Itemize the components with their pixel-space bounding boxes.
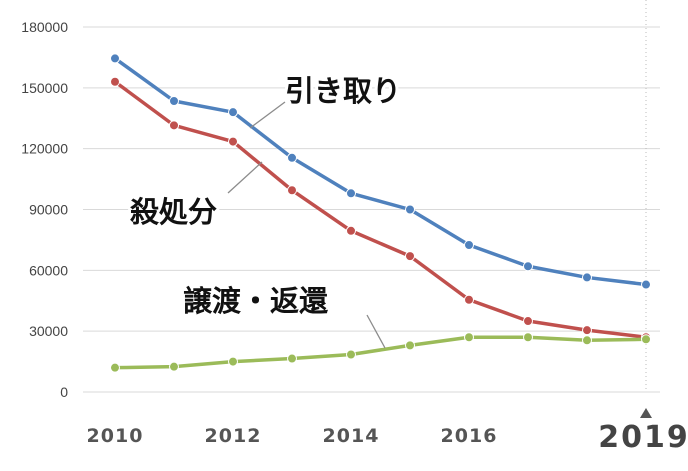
series-label: 譲渡・返還: [183, 284, 329, 318]
data-point: [169, 120, 179, 131]
x-tick-label: 2016: [441, 425, 498, 447]
series-label: 殺処分: [130, 195, 217, 229]
data-point: [287, 152, 297, 163]
highlight-marker: [640, 408, 652, 418]
data-point: [405, 204, 415, 215]
data-point: [346, 188, 356, 199]
data-point: [582, 272, 592, 283]
data-point: [287, 353, 297, 364]
data-point: [464, 332, 474, 343]
callout-line: [227, 161, 263, 194]
y-tick-label: 30000: [29, 323, 68, 339]
data-point: [582, 335, 592, 346]
data-point: [641, 279, 651, 290]
y-tick-label: 180000: [21, 19, 68, 35]
x-tick-label: 2012: [205, 425, 262, 447]
data-point: [405, 340, 415, 351]
series-line-0: [113, 56, 648, 287]
data-point: [346, 225, 356, 236]
data-point: [228, 356, 238, 367]
data-point: [287, 185, 297, 196]
series-line-2: [113, 335, 648, 370]
data-point: [464, 294, 474, 305]
x-tick-label: 2014: [323, 425, 380, 447]
data-point: [523, 332, 533, 343]
data-point: [228, 107, 238, 118]
y-tick-label: 150000: [21, 80, 68, 96]
callout-line: [366, 314, 386, 349]
y-tick-label: 0: [60, 384, 68, 400]
data-point: [582, 325, 592, 336]
series-label: 引き取り: [285, 74, 401, 108]
data-point: [523, 261, 533, 272]
series-line-1: [113, 80, 648, 339]
y-tick-label: 60000: [29, 262, 68, 278]
data-point: [641, 334, 651, 345]
y-tick-label: 120000: [21, 141, 68, 157]
x-tick-label: 2010: [87, 425, 144, 447]
data-point: [228, 136, 238, 147]
x-tick-label-highlight: 2019: [598, 420, 688, 455]
data-point: [169, 361, 179, 372]
data-point: [110, 362, 120, 373]
data-point: [110, 76, 120, 87]
callout-line: [249, 101, 286, 129]
data-point: [110, 53, 120, 64]
data-point: [464, 239, 474, 250]
data-point: [169, 96, 179, 107]
data-point: [346, 349, 356, 360]
y-tick-label: 90000: [29, 202, 68, 218]
data-point: [405, 251, 415, 262]
data-point: [523, 316, 533, 327]
